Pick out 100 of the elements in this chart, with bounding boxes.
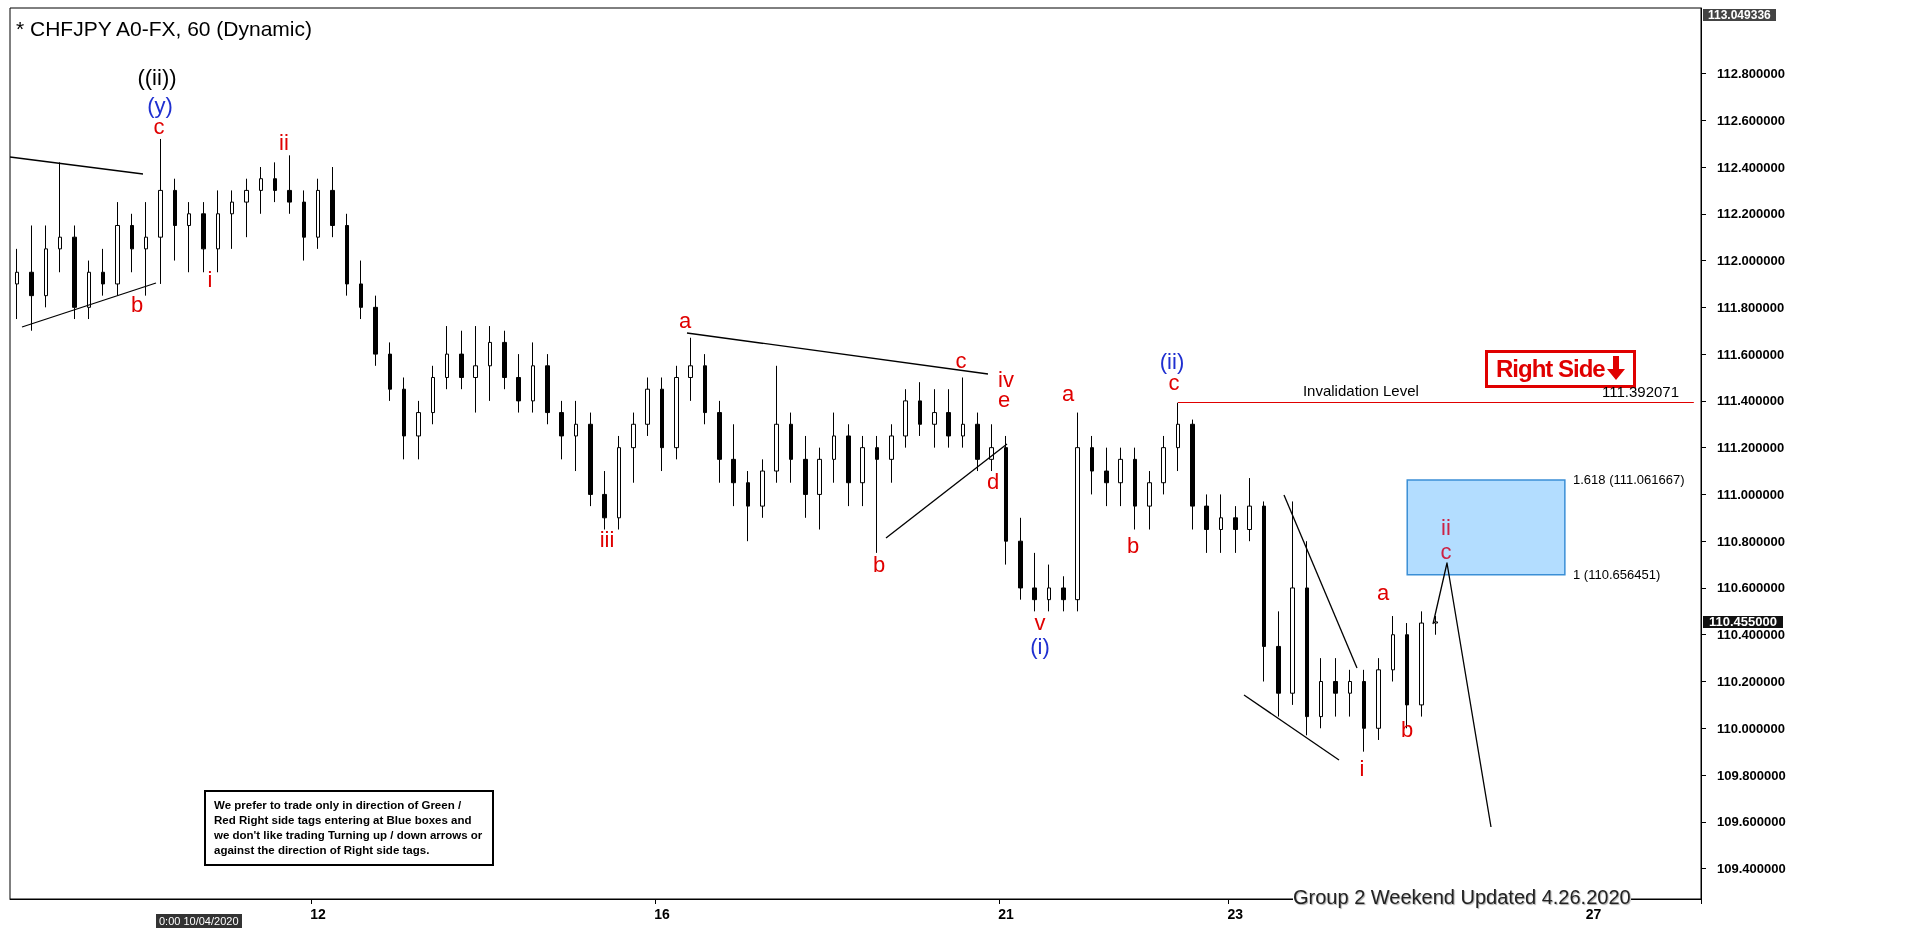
- candlestick: [1391, 615, 1395, 683]
- candlestick: [1047, 564, 1051, 612]
- candlestick: [531, 341, 535, 414]
- candlestick: [302, 189, 306, 262]
- y-tick-label: 110.800000: [1717, 533, 1785, 549]
- candlestick: [875, 435, 879, 554]
- y-tick-label: 112.000000: [1717, 253, 1785, 269]
- candlestick: [817, 447, 822, 530]
- candlestick: [101, 248, 105, 297]
- candlestick: [44, 224, 48, 308]
- candlestick: [574, 400, 578, 472]
- candlestick: [588, 412, 593, 507]
- candlestick: [889, 423, 894, 484]
- candlestick: [789, 412, 793, 484]
- annotation: i: [207, 267, 213, 293]
- candlestick: [144, 201, 148, 297]
- annotation: a: [1376, 580, 1390, 606]
- candlestick: [173, 178, 177, 262]
- annotation: c: [1440, 539, 1452, 565]
- candlestick: [617, 435, 621, 530]
- annotation: d: [986, 469, 1000, 495]
- annotation: (i): [1030, 634, 1050, 660]
- candlestick: [216, 189, 220, 273]
- candlestick: [545, 353, 550, 425]
- candlestick: [388, 341, 392, 402]
- candlestick: [1305, 540, 1309, 736]
- candlestick: [918, 381, 922, 437]
- candlestick: [230, 189, 234, 250]
- annotation: b: [872, 551, 886, 578]
- candlestick: [961, 377, 965, 449]
- candlestick: [373, 295, 378, 367]
- candlestick: [975, 412, 980, 472]
- annotation: ii: [279, 130, 289, 156]
- y-tick-label: 112.400000: [1717, 159, 1785, 175]
- candlestick: [832, 412, 836, 484]
- candlestick: [58, 161, 62, 273]
- candlestick: [316, 178, 320, 250]
- annotation: ii: [1441, 515, 1451, 541]
- candlestick: [803, 435, 808, 519]
- candlestick: [15, 248, 19, 320]
- x-tick-label: 12: [310, 906, 327, 922]
- candlestick: [431, 365, 435, 425]
- y-tick-label: 112.200000: [1717, 206, 1785, 222]
- candlestick: [273, 161, 277, 203]
- candlestick: [402, 377, 406, 460]
- candlestick: [1434, 615, 1438, 636]
- candlestick: [631, 412, 636, 484]
- text: 110.455000: [1703, 614, 1783, 629]
- annotation: i: [1359, 756, 1365, 782]
- candlestick: [72, 224, 77, 320]
- candlestick: [201, 201, 206, 273]
- candlestick: [703, 353, 707, 425]
- candlestick: [860, 435, 865, 507]
- y-tick-label: 111.400000: [1717, 393, 1785, 409]
- annotation: (ii): [1159, 349, 1185, 375]
- candlestick: [674, 365, 679, 460]
- annotation: Group 2 Weekend Updated 4.26.2020: [1293, 886, 1631, 909]
- candlestick: [731, 423, 736, 507]
- candlestick: [717, 400, 722, 484]
- candlestick: [1061, 575, 1066, 612]
- candlestick: [488, 325, 492, 402]
- candlestick: [244, 178, 249, 238]
- text: 113.049336: [1703, 8, 1776, 22]
- candlestick: [1419, 610, 1424, 718]
- y-tick-label: 112.800000: [1717, 65, 1785, 81]
- candlestick: [774, 365, 779, 484]
- candlestick: [1376, 657, 1381, 741]
- candlestick: [1290, 500, 1295, 706]
- candlestick: [1032, 552, 1037, 612]
- candlestick: [1104, 447, 1109, 507]
- chart-title: * CHFJPY A0-FX, 60 (Dynamic): [16, 17, 313, 41]
- y-tick-label: 110.000000: [1717, 720, 1785, 736]
- x-tick-label: 23: [1227, 906, 1244, 922]
- annotation: ((ii)): [137, 65, 177, 91]
- candlestick: [1276, 610, 1281, 718]
- candlestick: [1133, 447, 1137, 530]
- candlestick: [989, 423, 994, 472]
- candlestick: [602, 470, 607, 530]
- candlestick: [1075, 412, 1080, 612]
- ref-line-label: Invalidation Level: [1302, 381, 1419, 399]
- candlestick: [473, 325, 478, 414]
- candlestick: [87, 260, 91, 320]
- y-tick-label: 110.600000: [1717, 580, 1785, 596]
- annotation: b: [130, 292, 144, 318]
- y-tick-label: 111.200000: [1717, 440, 1785, 456]
- annotation: b: [1126, 533, 1140, 559]
- candlestick: [502, 330, 507, 390]
- x-tick-label: 27: [1585, 906, 1602, 922]
- candlestick: [1176, 402, 1180, 472]
- candlestick: [1190, 419, 1195, 530]
- candlestick: [1004, 435, 1008, 566]
- y-tick-label: 112.600000: [1717, 112, 1785, 128]
- candlestick: [760, 458, 765, 519]
- y-tick-label: 110.200000: [1717, 674, 1785, 690]
- y-tick-label: 109.800000: [1717, 767, 1786, 783]
- candlestick: [1219, 493, 1223, 554]
- candlestick: [1333, 657, 1338, 718]
- candlestick: [1247, 477, 1252, 542]
- candlestick: [1233, 505, 1238, 554]
- candlestick: [645, 377, 650, 437]
